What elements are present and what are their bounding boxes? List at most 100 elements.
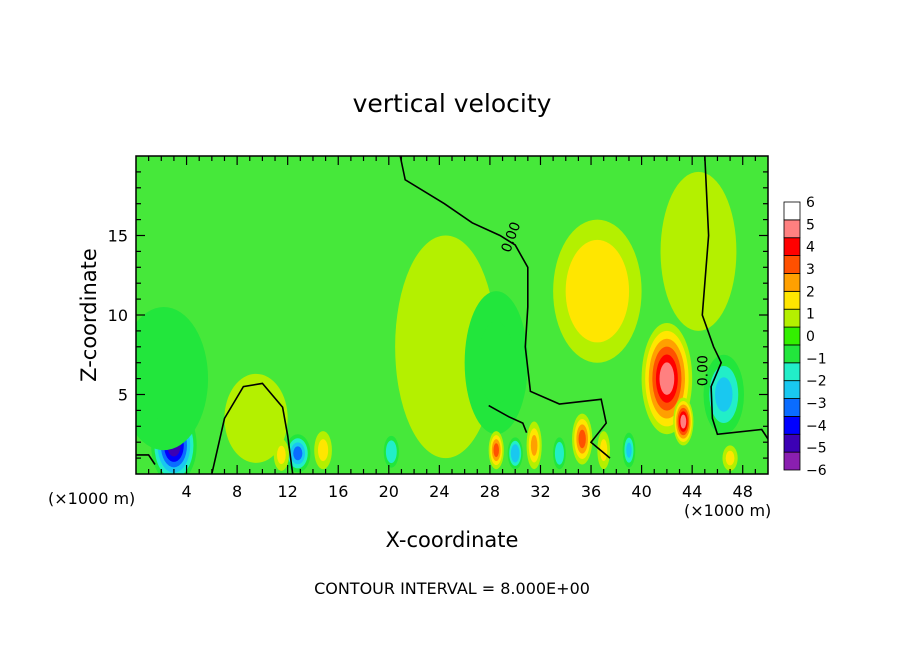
zero-contour-line — [701, 156, 768, 440]
colorbar-label: −6 — [806, 463, 827, 479]
velocity-level — [600, 439, 608, 462]
velocity-cell-20 — [722, 445, 738, 471]
colorbar-label: 3 — [806, 262, 815, 278]
x-tick-label: 8 — [232, 482, 242, 501]
velocity-level — [478, 321, 515, 404]
velocity-level — [725, 450, 735, 466]
velocity-cell-11 — [526, 421, 542, 470]
x-unit-right: (×1000 m) — [684, 501, 771, 520]
velocity-level — [530, 435, 538, 456]
colorbar-swatch — [783, 344, 801, 364]
colorbar-swatch — [783, 433, 801, 453]
colorbar-swatch — [783, 415, 801, 435]
velocity-level — [578, 260, 617, 323]
colorbar-swatch — [783, 380, 801, 399]
velocity-level — [556, 446, 563, 461]
colorbar-swatch — [783, 362, 801, 382]
velocity-cell-3 — [285, 434, 311, 473]
colorbar-label: −3 — [806, 396, 827, 412]
plot-area: 0.000.00 — [135, 155, 769, 475]
velocity-cell-9 — [488, 431, 504, 470]
velocity-cell-1 — [136, 307, 209, 451]
colorbar-swatch — [783, 201, 801, 221]
velocity-cell-8 — [464, 291, 528, 435]
x-unit-left: (×1000 m) — [48, 489, 135, 508]
y-tick-label: 10 — [108, 306, 128, 325]
contour-interval-note: CONTOUR INTERVAL = 8.000E+00 — [314, 579, 590, 598]
colorbar-swatch — [783, 219, 801, 239]
x-tick-label: 32 — [530, 482, 550, 501]
colorbar: 6 5 4 3 2 1 0 −1 −2 −3 −4 −5 −6 — [783, 195, 827, 479]
zero-contour-line — [211, 382, 294, 474]
x-tick-label: 12 — [278, 482, 298, 501]
velocity-field — [136, 171, 744, 474]
velocity-level — [714, 377, 733, 412]
velocity-level — [659, 362, 675, 395]
colorbar-swatch — [783, 326, 801, 346]
x-axis: 4 8 12 16 20 24 28 32 36 40 44 48 — [148, 156, 756, 501]
zero-contour-line — [399, 156, 611, 459]
y-tick-label: 15 — [108, 227, 128, 246]
velocity-cell-21 — [660, 171, 737, 331]
velocity-cell-19 — [703, 354, 744, 435]
colorbar-swatch — [783, 308, 801, 328]
velocity-level — [660, 171, 737, 331]
colorbar-label: −4 — [806, 418, 827, 434]
velocity-cell-4 — [273, 439, 289, 471]
colorbar-label: 1 — [806, 307, 815, 323]
x-tick-label: 36 — [581, 482, 601, 501]
colorbar-label: 6 — [806, 195, 815, 211]
colorbar-label: 2 — [806, 284, 815, 300]
velocity-level — [293, 446, 303, 461]
velocity-cell-15 — [622, 432, 636, 468]
velocity-cell-2 — [224, 373, 288, 463]
colorbar-swatch — [783, 255, 801, 274]
velocity-level — [388, 444, 395, 459]
velocity-cell-18 — [673, 397, 694, 446]
velocity-cell-5 — [314, 431, 332, 470]
colorbar-label: 0 — [806, 329, 815, 345]
colorbar-label: −5 — [806, 441, 827, 457]
x-tick-label: 16 — [328, 482, 348, 501]
colorbar-label: 4 — [806, 240, 815, 256]
velocity-level — [138, 337, 190, 420]
x-tick-label: 4 — [181, 482, 191, 501]
colorbar-label: 5 — [806, 217, 815, 233]
x-tick-label: 28 — [480, 482, 500, 501]
velocity-level — [317, 439, 329, 462]
velocity-cell-14 — [597, 431, 610, 470]
colorbar-swatch — [783, 290, 801, 310]
zero-contour-line — [488, 404, 528, 433]
velocity-level — [512, 447, 518, 460]
colorbar-swatch — [783, 398, 801, 417]
colorbar-swatch — [783, 273, 801, 292]
zero-contour-line — [136, 454, 156, 465]
velocity-level — [680, 414, 687, 429]
chart-title: vertical velocity — [353, 89, 552, 118]
colorbar-label: −1 — [806, 351, 827, 367]
x-tick-label: 20 — [379, 482, 399, 501]
y-axis-label: Z-coordinate — [77, 248, 101, 382]
velocity-level — [224, 373, 288, 463]
velocity-level — [276, 445, 286, 465]
velocity-cell-17 — [641, 322, 693, 435]
y-tick-label: 5 — [118, 386, 128, 405]
velocity-cell-13 — [572, 413, 593, 465]
velocity-cell-6 — [383, 435, 399, 468]
x-tick-label: 40 — [631, 482, 651, 501]
velocity-cell-10 — [507, 437, 523, 470]
velocity-level — [626, 442, 632, 458]
colorbar-label: −2 — [806, 374, 827, 390]
x-tick-label: 24 — [429, 482, 449, 501]
x-tick-label: 48 — [733, 482, 753, 501]
velocity-cell-16 — [553, 219, 642, 363]
x-tick-label: 44 — [682, 482, 702, 501]
contour-label: 0.00 — [695, 355, 711, 386]
velocity-cell-12 — [553, 437, 566, 470]
y-axis: 5 10 15 — [108, 171, 768, 459]
x-axis-label: X-coordinate — [386, 528, 519, 552]
velocity-level — [578, 429, 586, 449]
colorbar-swatch — [783, 451, 801, 471]
colorbar-swatch — [783, 237, 801, 257]
